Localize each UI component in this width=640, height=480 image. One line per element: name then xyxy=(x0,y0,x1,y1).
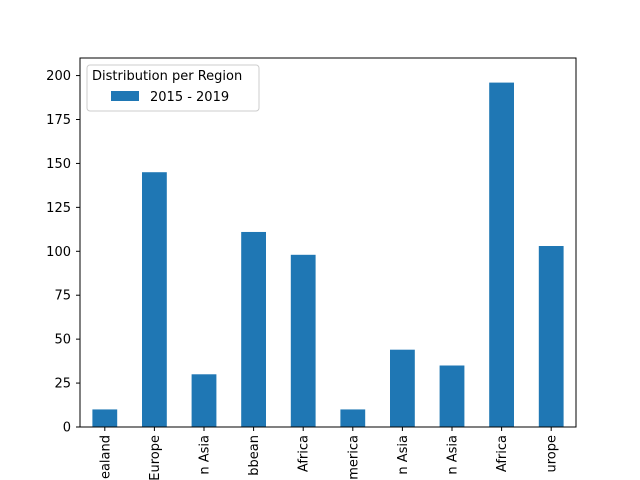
bar-4 xyxy=(290,254,316,427)
bar-3 xyxy=(241,231,266,427)
x-tick-label-9: urope xyxy=(545,435,560,473)
y-tick-label-7: 175 xyxy=(46,113,71,128)
bar-5 xyxy=(340,409,366,427)
y-tick-label-5: 125 xyxy=(46,201,71,216)
legend-title: Distribution per Region xyxy=(92,69,242,84)
bars-group xyxy=(92,82,564,427)
y-tick-label-6: 150 xyxy=(46,157,71,172)
y-tick-label-3: 75 xyxy=(54,289,71,304)
x-tick-label-4: Africa xyxy=(297,435,312,472)
x-tick-label-1: Europe xyxy=(148,435,163,480)
y-axis: 0 25 50 75 100 125 150 175 200 xyxy=(46,69,80,436)
x-tick-label-7: n Asia xyxy=(446,435,461,475)
y-tick-label-2: 50 xyxy=(54,333,71,348)
bar-1 xyxy=(142,172,167,427)
y-tick-label-1: 25 xyxy=(54,377,71,392)
legend-entry-label: 2015 - 2019 xyxy=(150,90,229,105)
y-tick-label-8: 200 xyxy=(46,69,71,84)
bar-6 xyxy=(390,349,415,427)
plot-frame xyxy=(79,57,577,428)
bar-7 xyxy=(439,365,465,427)
bar-9 xyxy=(538,246,564,427)
y-tick-label-0: 0 xyxy=(63,421,71,436)
x-tick-label-5: merica xyxy=(346,435,361,480)
bar-2 xyxy=(191,374,217,427)
x-tick-label-3: bbean xyxy=(247,435,262,476)
x-tick-label-8: Africa xyxy=(495,435,510,472)
bar-8 xyxy=(489,82,514,427)
legend: Distribution per Region 2015 - 2019 xyxy=(86,64,260,112)
legend-swatch xyxy=(111,91,139,101)
x-tick-label-6: n Asia xyxy=(396,435,411,475)
y-tick-label-4: 100 xyxy=(46,245,71,260)
bar-0 xyxy=(92,409,118,427)
x-tick-label-0: ealand xyxy=(98,435,113,479)
x-axis: ealand Europe n Asia bbean Africa merica n Asi… xyxy=(98,427,560,480)
x-tick-label-2: n Asia xyxy=(198,435,213,475)
